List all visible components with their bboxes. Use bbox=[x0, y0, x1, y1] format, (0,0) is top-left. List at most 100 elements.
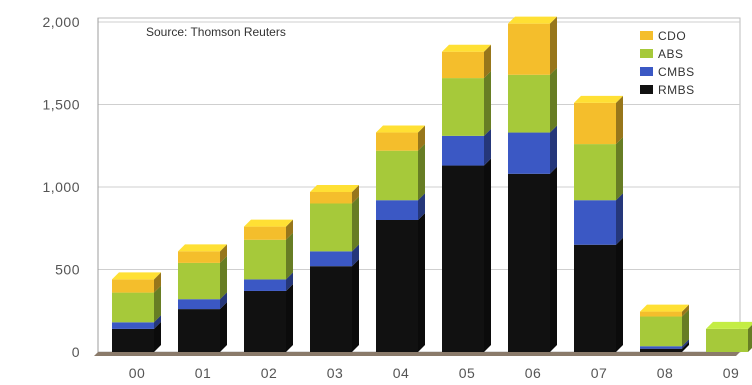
bar-group-09 bbox=[706, 321, 752, 352]
bar-segment-cmbs-side bbox=[352, 244, 359, 267]
bar-segment-abs-side bbox=[220, 255, 227, 300]
bar-segment-rmbs bbox=[508, 173, 550, 352]
bar-segment-rmbs bbox=[310, 266, 352, 352]
bar-segment-cdo-side bbox=[616, 95, 623, 145]
bar-segment-cmbs-side bbox=[616, 193, 623, 245]
bar-segment-abs-side bbox=[748, 324, 752, 352]
bar-segment-cdo-top bbox=[640, 304, 689, 312]
bar-segment-rmbs-side bbox=[418, 213, 425, 352]
bar-segment-rmbs-side bbox=[682, 341, 689, 352]
bar-segment-cdo bbox=[244, 226, 286, 240]
bar-segment-abs-side bbox=[616, 137, 623, 201]
legend-swatch-abs bbox=[640, 49, 653, 58]
bar-segment-cdo-top bbox=[442, 44, 491, 52]
x-tick-label: 00 bbox=[129, 365, 146, 381]
axes bbox=[94, 18, 740, 356]
legend-label-cdo: CDO bbox=[658, 29, 686, 43]
bar-segment-abs bbox=[376, 150, 418, 201]
bar-segment-cdo bbox=[574, 102, 616, 145]
bar-segment-cmbs-side bbox=[484, 128, 491, 166]
legend-label-abs: ABS bbox=[658, 47, 684, 61]
bar-segment-abs-side bbox=[484, 71, 491, 136]
legend-swatch-rmbs bbox=[640, 85, 653, 94]
bar-segment-cdo-side bbox=[352, 184, 359, 204]
x-tick-label: 04 bbox=[393, 365, 410, 381]
bar-segment-cdo-top bbox=[178, 244, 227, 252]
bar-segment-rmbs-side bbox=[220, 302, 227, 352]
bar-segment-abs bbox=[442, 78, 484, 136]
bar-segment-cdo-top bbox=[112, 272, 161, 280]
bar-segment-cdo-side bbox=[682, 304, 689, 317]
bar-group-05 bbox=[442, 44, 491, 352]
bar-segment-abs bbox=[508, 74, 550, 133]
bar-segment-cdo-top bbox=[376, 125, 425, 133]
bar-segment-cdo bbox=[376, 132, 418, 151]
x-tick-label: 09 bbox=[723, 365, 740, 381]
bar-segment-cdo bbox=[640, 311, 682, 317]
bar-group-00 bbox=[112, 272, 161, 352]
chart-floor bbox=[94, 352, 740, 356]
bar-group-08 bbox=[640, 304, 689, 352]
bar-group-03 bbox=[310, 184, 359, 352]
bar-segment-cmbs-side bbox=[286, 272, 293, 291]
bar-segment-rmbs bbox=[640, 348, 682, 352]
x-tick-label: 07 bbox=[591, 365, 608, 381]
bar-segment-abs-side bbox=[154, 285, 161, 323]
bar-segment-cdo bbox=[112, 279, 154, 293]
bar-segment-abs bbox=[178, 262, 220, 300]
bar-segment-rmbs-side bbox=[616, 237, 623, 352]
bar-segment-cmbs bbox=[376, 200, 418, 220]
bar-segment-cmbs bbox=[112, 322, 154, 329]
bar-segment-abs-side bbox=[286, 232, 293, 280]
bar-segment-cdo-top bbox=[244, 219, 293, 227]
bar-segment-rmbs bbox=[442, 165, 484, 352]
bar-segment-cmbs bbox=[244, 279, 286, 291]
bar-segment-cdo-top bbox=[574, 95, 623, 103]
bar-segment-abs bbox=[574, 144, 616, 201]
bar-segment-rmbs-side bbox=[484, 158, 491, 352]
bar-segment-cmbs bbox=[508, 132, 550, 174]
legend-swatch-cdo bbox=[640, 31, 653, 40]
bar-segment-abs-side bbox=[352, 196, 359, 252]
bar-segment-cmbs-side bbox=[682, 339, 689, 349]
bar-segment-rmbs-side bbox=[286, 283, 293, 352]
bar-segment-cmbs bbox=[178, 299, 220, 310]
bar-segment-cdo-side bbox=[154, 272, 161, 293]
bar-segment-rmbs bbox=[112, 328, 154, 352]
bar-segment-abs-side bbox=[550, 67, 557, 133]
bar-segment-abs bbox=[640, 316, 682, 347]
x-tick-label: 01 bbox=[195, 365, 212, 381]
bar-segment-cdo bbox=[178, 251, 220, 263]
x-tick-label: 06 bbox=[525, 365, 542, 381]
bar-segment-cdo-side bbox=[220, 244, 227, 263]
bar-segment-cdo-side bbox=[286, 219, 293, 240]
bar-segment-abs bbox=[244, 239, 286, 280]
legend-swatch-cmbs bbox=[640, 67, 653, 76]
bar-segment-rmbs bbox=[244, 290, 286, 352]
y-tick-label: 500 bbox=[55, 262, 80, 278]
bar-segment-cmbs-side bbox=[418, 193, 425, 220]
bar-segment-abs-top bbox=[706, 321, 752, 329]
bar-group-02 bbox=[244, 219, 293, 352]
tick-labels: 0 500 1,000 1,500 2,000 00 01 02 03 04 05 06 07 08 09 bbox=[42, 14, 740, 381]
bar-segment-cmbs-side bbox=[154, 315, 161, 329]
bar-segment-cdo-top bbox=[310, 184, 359, 192]
bar-segment-cdo bbox=[508, 23, 550, 75]
bar-segment-rmbs bbox=[574, 244, 616, 352]
y-tick-label: 0 bbox=[72, 344, 80, 360]
legend-label-rmbs: RMBS bbox=[658, 83, 695, 97]
x-tick-label: 08 bbox=[657, 365, 674, 381]
x-tick-label: 02 bbox=[261, 365, 278, 381]
bar-segment-abs bbox=[310, 203, 352, 252]
bar-segment-cmbs bbox=[640, 346, 682, 349]
legend-label-cmbs: CMBS bbox=[658, 65, 695, 79]
bar-segment-rmbs-side bbox=[154, 321, 161, 352]
bar-segment-cdo bbox=[442, 51, 484, 79]
bars bbox=[112, 16, 752, 352]
bar-segment-abs-side bbox=[682, 309, 689, 347]
bar-group-01 bbox=[178, 244, 227, 352]
bar-segment-cdo-top bbox=[508, 16, 557, 24]
bar-segment-cmbs bbox=[442, 135, 484, 166]
